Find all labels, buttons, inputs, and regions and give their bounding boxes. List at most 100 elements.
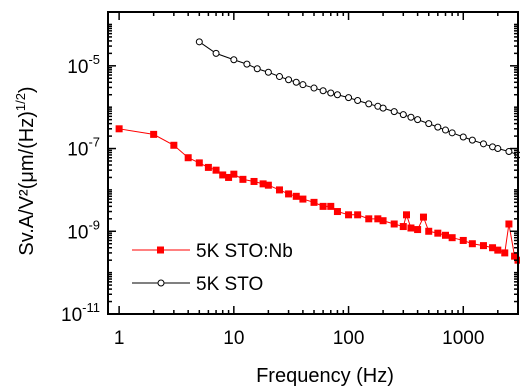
data-point <box>434 229 442 237</box>
data-point <box>390 108 398 116</box>
data-point <box>253 65 261 73</box>
data-point <box>195 38 203 46</box>
data-point <box>479 140 487 148</box>
data-point <box>299 81 307 89</box>
plot-frame <box>107 11 519 315</box>
data-point <box>327 202 335 210</box>
data-point <box>414 226 422 234</box>
data-point <box>425 120 433 128</box>
data-point <box>374 215 382 223</box>
y-tick-label: 10-7 <box>67 135 100 161</box>
y-axis-title-close: ) <box>16 86 38 93</box>
data-point <box>204 163 212 171</box>
data-point <box>407 113 415 121</box>
data-point <box>225 173 233 181</box>
ticks-layer: 1 10 100 1000 10-5 10-7 10-9 10-11 <box>61 11 519 349</box>
data-point <box>379 104 387 112</box>
data-point <box>239 175 247 183</box>
data-point <box>434 123 442 131</box>
data-point <box>399 111 407 119</box>
data-point <box>292 78 300 86</box>
series-sto-nb <box>115 125 520 264</box>
data-point <box>292 192 300 200</box>
data-point <box>448 129 456 137</box>
data-point <box>505 220 513 228</box>
series-line <box>199 41 519 156</box>
data-point <box>354 97 362 105</box>
data-point <box>310 84 318 92</box>
data-point <box>345 94 353 102</box>
data-point <box>494 246 502 254</box>
series-line <box>119 128 519 261</box>
y-axis-title-superscript: 1/2 <box>13 93 28 111</box>
data-point <box>505 147 513 155</box>
data-point <box>379 217 387 225</box>
data-point <box>150 130 158 138</box>
data-point <box>230 170 238 178</box>
legend-label: 5K STO:Nb <box>196 241 293 262</box>
data-point <box>365 215 373 223</box>
data-point <box>402 211 410 219</box>
data-point <box>212 49 220 57</box>
series-layer <box>115 38 520 264</box>
data-point <box>333 208 341 216</box>
data-point <box>468 136 476 144</box>
y-tick-label: 10-5 <box>67 52 100 78</box>
legend-marker <box>157 279 165 287</box>
data-point <box>333 91 341 99</box>
data-point <box>511 252 519 260</box>
data-point <box>407 224 415 232</box>
data-point <box>327 89 335 97</box>
data-point <box>425 227 433 235</box>
data-point <box>414 116 422 124</box>
legend-marker <box>157 246 164 254</box>
data-point <box>365 100 373 108</box>
data-point <box>419 213 427 221</box>
legend-label: 5K STO <box>196 274 263 295</box>
data-point <box>441 231 449 239</box>
x-tick-label: 1000 <box>442 328 484 349</box>
data-point <box>250 177 258 185</box>
data-point <box>399 223 407 231</box>
data-point <box>285 76 293 84</box>
data-point <box>230 56 238 64</box>
y-tick-label: 10-9 <box>67 217 100 243</box>
x-tick-label: 1 <box>114 328 125 349</box>
data-point <box>390 220 398 228</box>
data-point <box>319 87 327 95</box>
data-point <box>310 198 318 206</box>
data-point <box>264 68 272 76</box>
data-point <box>459 133 467 141</box>
data-point <box>275 186 283 194</box>
data-point <box>264 181 272 189</box>
data-point <box>299 195 307 203</box>
x-axis-title: Frequency (Hz) <box>256 365 394 387</box>
x-tick-label: 100 <box>333 328 365 349</box>
data-point <box>243 60 251 68</box>
data-point <box>459 236 467 244</box>
legend: 5K STO:Nb 5K STO <box>132 241 293 295</box>
data-point <box>448 234 456 242</box>
data-point <box>441 126 449 134</box>
data-point <box>494 145 502 153</box>
data-point <box>479 242 487 250</box>
y-axis-title-main: Sv.A/V²(μm/(Hz) <box>16 111 38 255</box>
data-point <box>354 211 362 219</box>
data-point <box>489 244 497 252</box>
data-point <box>501 249 509 257</box>
data-point <box>184 154 192 162</box>
data-point <box>115 125 123 133</box>
data-point <box>195 159 203 167</box>
series-sto <box>195 38 520 159</box>
data-point <box>170 141 178 149</box>
data-point <box>212 166 220 174</box>
data-point <box>275 73 283 81</box>
y-axis-title: Sv.A/V²(μm/(Hz)1/2) <box>13 86 38 255</box>
y-tick-label: 10-11 <box>61 300 100 326</box>
data-point <box>319 202 327 210</box>
data-point <box>259 180 267 188</box>
data-point <box>285 190 293 198</box>
data-point <box>345 211 353 219</box>
